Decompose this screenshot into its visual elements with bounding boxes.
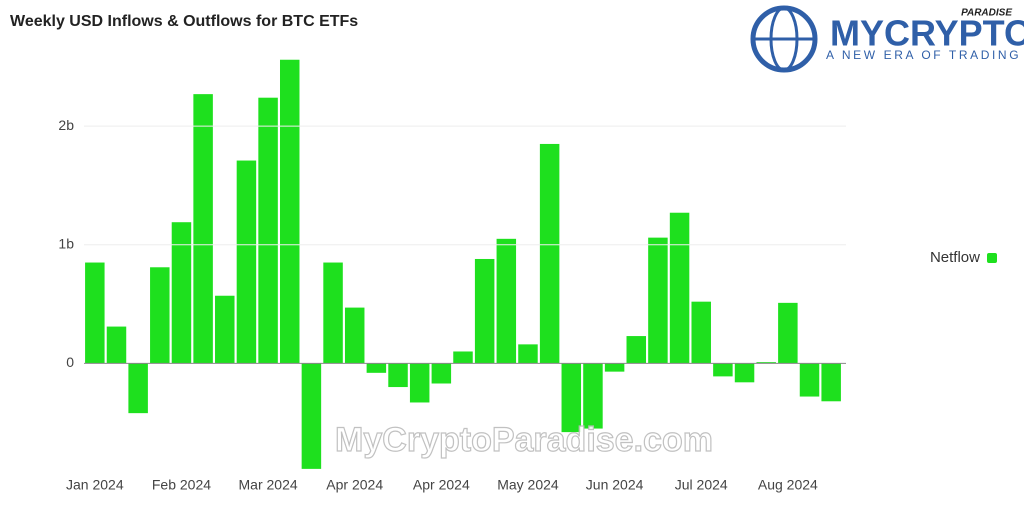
x-tick-label: Aug 2024 [758, 477, 818, 493]
bar [279, 59, 300, 364]
plot-area [85, 59, 841, 469]
chart-title: Weekly USD Inflows & Outflows for BTC ET… [10, 13, 358, 30]
bar [496, 238, 517, 364]
bar [409, 363, 430, 403]
legend-label: Netflow [930, 249, 980, 266]
x-tick-label: Jul 2024 [675, 477, 728, 493]
x-tick-label: Apr 2024 [326, 477, 383, 493]
watermark: MyCryptoParadise.com [335, 421, 713, 459]
y-tick-label: 2b [58, 117, 74, 133]
bar [215, 295, 235, 364]
bar [778, 302, 798, 364]
bar [734, 363, 755, 383]
bar [323, 262, 343, 364]
x-tick-label: Apr 2024 [413, 477, 470, 493]
bar [193, 94, 213, 364]
bar [669, 212, 690, 364]
bar [301, 363, 322, 469]
bar [713, 363, 733, 377]
bar [258, 97, 278, 364]
bar [171, 222, 192, 364]
bar [648, 237, 668, 364]
bar [388, 363, 408, 388]
bar [539, 143, 560, 364]
logo-tag: PARADISE [961, 8, 1012, 19]
x-tick-label: Jun 2024 [586, 477, 644, 493]
bar [604, 363, 625, 372]
bar [366, 363, 387, 373]
x-tick-label: Mar 2024 [239, 477, 298, 493]
bar [150, 267, 170, 364]
bar [106, 326, 127, 364]
bar [431, 363, 452, 384]
y-tick-label: 0 [66, 354, 74, 370]
bar [799, 363, 820, 397]
bar [756, 362, 776, 364]
bar [518, 344, 538, 364]
bar [344, 307, 365, 364]
y-tick-label: 1b [58, 235, 74, 251]
bar [236, 160, 257, 364]
bar [453, 351, 473, 364]
bar [474, 258, 495, 364]
logo-slogan: A NEW ERA OF TRADING [826, 48, 1021, 62]
legend-swatch [987, 253, 997, 263]
x-tick-label: Jan 2024 [66, 477, 124, 493]
bar [128, 363, 148, 414]
logo: MYCRYPTO PARADISE A NEW ERA OF TRADING [750, 5, 1024, 73]
bar [85, 262, 105, 364]
x-tick-label: May 2024 [497, 477, 559, 493]
x-tick-label: Feb 2024 [152, 477, 211, 493]
bar [691, 301, 711, 364]
bar [626, 336, 647, 364]
bar [821, 363, 841, 402]
bar [583, 363, 603, 429]
logo-name: MYCRYPTO [830, 13, 1024, 54]
bar [561, 363, 582, 433]
